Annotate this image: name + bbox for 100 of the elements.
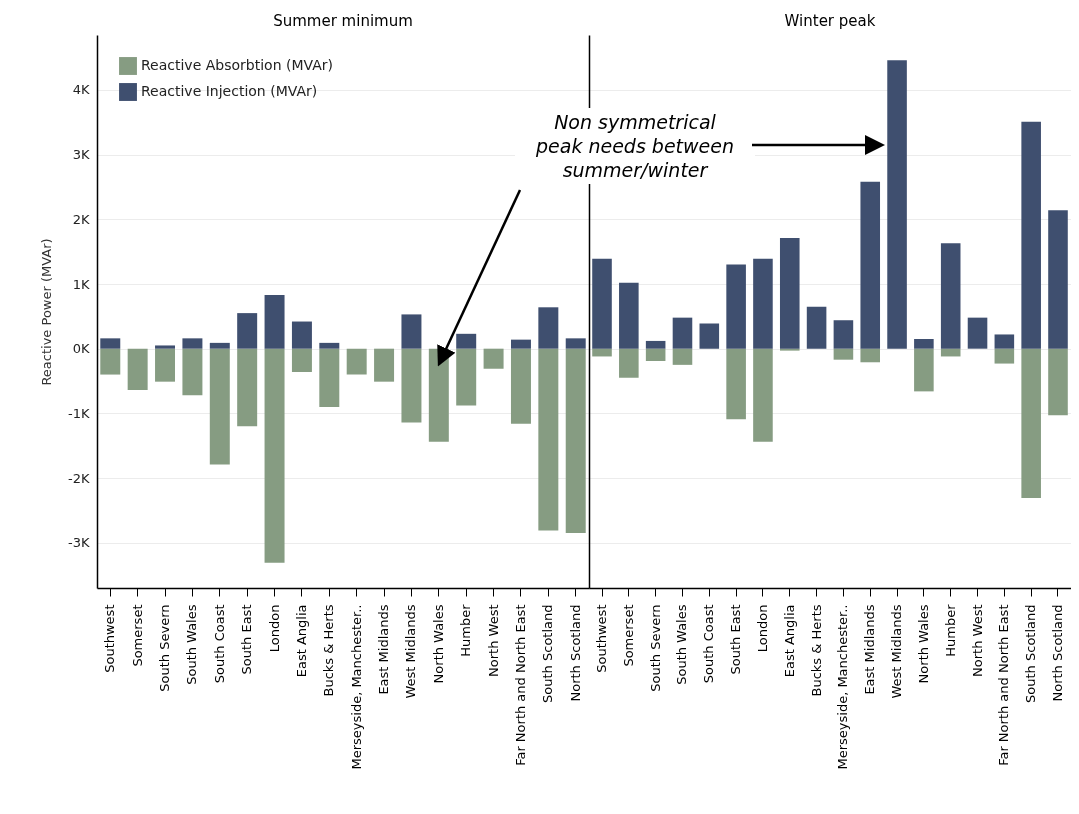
x-tick-label: South Scotland <box>540 604 556 703</box>
bar <box>401 348 422 423</box>
x-tick-label: North West <box>969 604 985 677</box>
x-tick-label: South Severn <box>647 604 663 692</box>
bar <box>237 348 258 427</box>
bar <box>264 295 285 349</box>
bar <box>319 348 340 407</box>
x-tick-label: South Wales <box>674 604 690 685</box>
x-tick-label: Far North and North East <box>996 604 1012 766</box>
x-tick-label: North West <box>485 604 501 677</box>
bar <box>374 348 395 382</box>
bar <box>1048 210 1068 349</box>
bar <box>456 333 477 349</box>
x-tick-label: East Midlands <box>862 604 878 695</box>
y-tick-label: 2K <box>72 211 90 227</box>
x-tick-label: North Scotland <box>567 604 583 702</box>
x-tick-label: South Wales <box>184 604 200 685</box>
bar <box>483 348 504 369</box>
bar <box>672 317 693 349</box>
bar <box>645 348 666 361</box>
bar <box>940 243 961 349</box>
bar <box>753 348 773 442</box>
bar <box>510 339 531 349</box>
x-tick-label: Bucks & Herts <box>321 604 337 697</box>
x-tick-label: East Anglia <box>293 604 309 678</box>
bar <box>914 338 934 349</box>
bar <box>619 348 639 378</box>
x-tick-label: South Coast <box>211 604 227 684</box>
y-tick-label: 3K <box>72 147 90 163</box>
x-tick-label: South Scotland <box>1023 604 1039 703</box>
bar <box>592 348 612 357</box>
bar <box>645 340 666 349</box>
bar <box>291 348 312 372</box>
bar <box>182 338 203 349</box>
bar <box>860 348 881 363</box>
x-tick-label: London <box>266 604 282 653</box>
x-tick-label: South Severn <box>157 604 173 692</box>
y-tick-label: 1K <box>72 276 90 292</box>
x-tick-label: Merseyside, Manchester.. <box>348 604 364 770</box>
bar <box>1048 348 1068 416</box>
y-tick-label: 0K <box>72 341 90 357</box>
bar <box>726 264 746 349</box>
bar <box>619 282 639 349</box>
bar <box>994 334 1015 349</box>
x-tick-label: Humber <box>942 603 958 657</box>
x-tick-label: East Midlands <box>376 604 392 695</box>
bar <box>291 321 312 349</box>
bar <box>100 338 121 349</box>
bar <box>456 348 477 406</box>
bar <box>428 348 449 442</box>
bar <box>264 348 285 563</box>
bar <box>346 348 367 375</box>
legend-label: Reactive Injection (MVAr) <box>141 83 318 99</box>
bar <box>699 323 720 349</box>
bar <box>209 342 230 349</box>
x-tick-label: Southwest <box>102 604 118 673</box>
y-tick-label: -3K <box>68 535 90 551</box>
bar <box>237 313 258 349</box>
x-tick-label: Far North and North East <box>512 604 528 766</box>
bar <box>833 320 854 349</box>
x-tick-label: Somerset <box>620 604 636 667</box>
legend-label: Reactive Absorbtion (MVAr) <box>141 57 333 73</box>
x-tick-label: East Anglia <box>781 604 797 678</box>
bar <box>182 348 203 396</box>
bar <box>155 345 176 349</box>
x-tick-label: Bucks & Herts <box>808 604 824 697</box>
x-tick-label: West Midlands <box>403 604 419 699</box>
bar <box>833 348 854 360</box>
bar <box>753 258 773 349</box>
y-tick-label: -1K <box>68 405 90 421</box>
bar <box>565 348 586 534</box>
bar <box>127 348 148 391</box>
x-tick-label: North Wales <box>915 604 931 684</box>
bar <box>779 238 800 349</box>
bar <box>319 342 340 349</box>
bar <box>672 348 693 365</box>
bar <box>155 348 176 382</box>
y-axis-title: Reactive Power (MVAr) <box>39 238 55 386</box>
bar <box>510 348 531 424</box>
x-tick-label: West Midlands <box>889 604 905 699</box>
y-tick-label: -2K <box>68 470 90 486</box>
x-tick-label: South East <box>239 604 255 675</box>
bar <box>1021 121 1041 349</box>
bar <box>565 338 586 349</box>
x-tick-label: Merseyside, Manchester.. <box>835 604 851 770</box>
annotation: Non symmetrical peak needs between summer/winter <box>515 108 755 184</box>
x-tick-label: London <box>754 604 770 653</box>
bar <box>887 60 907 349</box>
x-tick-label: South East <box>728 604 744 675</box>
chart-title: Winter peak <box>784 12 876 30</box>
bar <box>538 348 559 531</box>
x-tick-label: Humber <box>458 603 474 657</box>
bar <box>209 348 230 465</box>
bar <box>1021 348 1041 499</box>
bar <box>914 348 934 392</box>
chart-title: Summer minimum <box>273 12 413 30</box>
bar <box>538 307 559 349</box>
bar <box>860 181 881 349</box>
bar <box>100 348 121 375</box>
x-tick-label: Somerset <box>129 604 145 667</box>
